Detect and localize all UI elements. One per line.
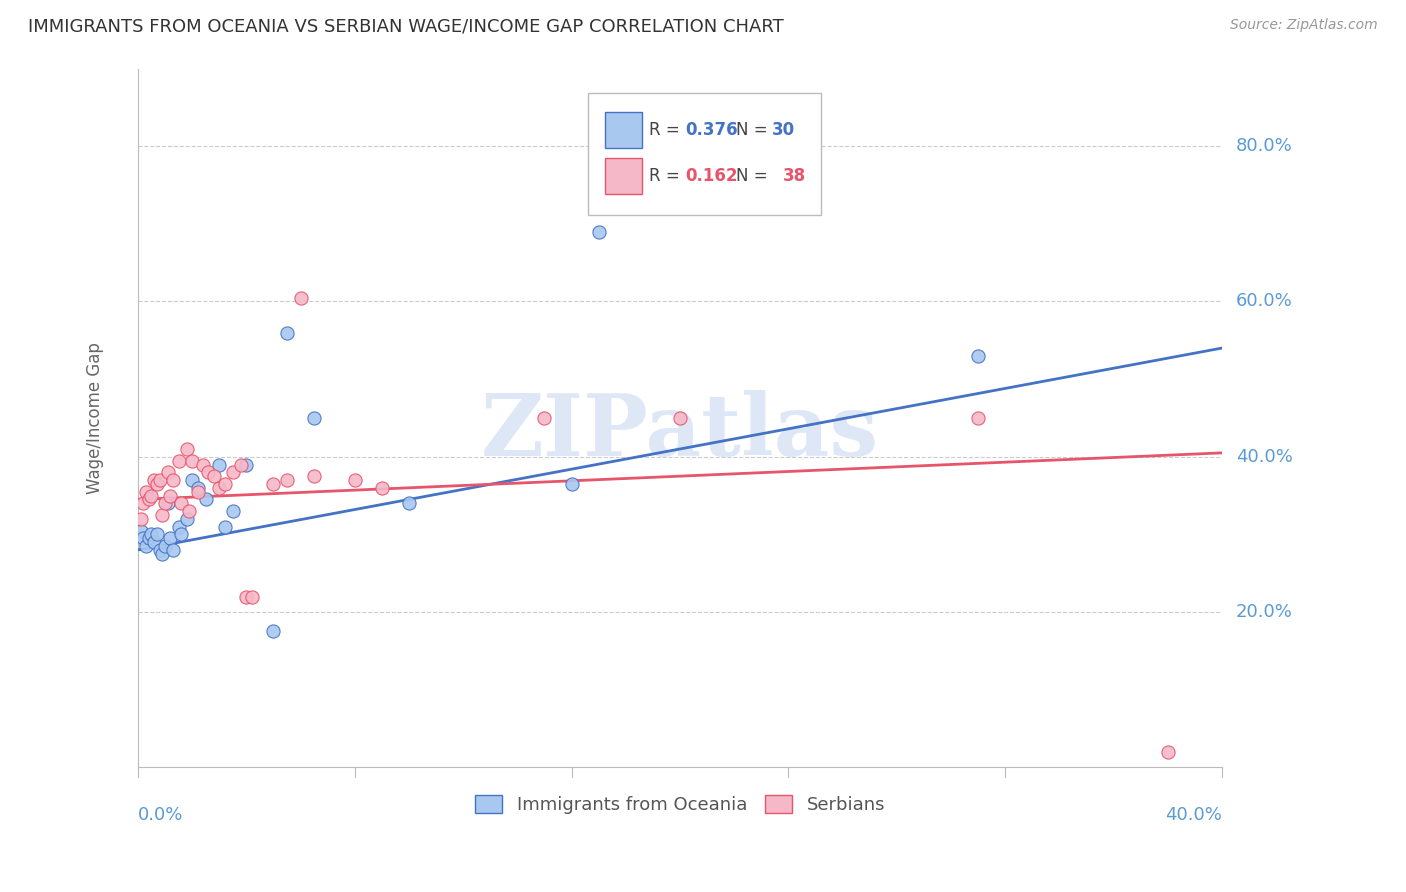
Point [235, 458, 257, 472]
Text: 38: 38 [783, 167, 806, 186]
Point [170, 527, 193, 541]
Point [302, 411, 325, 425]
Text: 60.0%: 60.0% [1236, 293, 1292, 310]
Point [967, 349, 990, 363]
Point [197, 465, 219, 479]
Point [194, 492, 217, 507]
Text: Source: ZipAtlas.com: Source: ZipAtlas.com [1230, 18, 1378, 32]
Point [129, 524, 152, 538]
Point [148, 473, 170, 487]
Point [135, 484, 157, 499]
Point [176, 512, 198, 526]
Point [135, 539, 157, 553]
Point [343, 473, 366, 487]
Point [167, 453, 190, 467]
Point [156, 496, 179, 510]
Point [222, 504, 245, 518]
Text: N =: N = [737, 121, 773, 139]
Point [159, 531, 181, 545]
Point [148, 542, 170, 557]
Point [588, 225, 610, 239]
Text: 20.0%: 20.0% [1236, 603, 1292, 621]
Point [153, 496, 176, 510]
Point [150, 508, 173, 522]
Point [371, 481, 394, 495]
Point [181, 473, 204, 487]
Text: 40.0%: 40.0% [1166, 806, 1222, 824]
Point [202, 469, 225, 483]
Text: 0.0%: 0.0% [138, 806, 183, 824]
Text: 0.162: 0.162 [685, 167, 738, 186]
Point [669, 411, 692, 425]
Point [214, 477, 236, 491]
FancyBboxPatch shape [605, 112, 643, 148]
Point [208, 481, 231, 495]
Text: 80.0%: 80.0% [1236, 137, 1292, 155]
Point [132, 531, 155, 545]
Point [186, 484, 208, 499]
Point [159, 489, 181, 503]
Text: R =: R = [648, 167, 685, 186]
FancyBboxPatch shape [588, 93, 821, 215]
Point [276, 473, 298, 487]
Point [561, 477, 583, 491]
Text: ZIPatlas: ZIPatlas [481, 390, 879, 474]
Point [262, 477, 284, 491]
Point [146, 477, 169, 491]
Point [162, 473, 184, 487]
Point [162, 542, 184, 557]
Point [143, 535, 166, 549]
Point [156, 465, 179, 479]
FancyBboxPatch shape [605, 158, 643, 194]
Point [179, 504, 201, 518]
Point [262, 624, 284, 639]
Point [208, 458, 231, 472]
Point [143, 473, 166, 487]
Point [138, 531, 160, 545]
Point [214, 519, 236, 533]
Point [191, 458, 214, 472]
Point [290, 291, 312, 305]
Point [181, 453, 204, 467]
Point [153, 539, 176, 553]
Text: IMMIGRANTS FROM OCEANIA VS SERBIAN WAGE/INCOME GAP CORRELATION CHART: IMMIGRANTS FROM OCEANIA VS SERBIAN WAGE/… [28, 18, 785, 36]
Point [235, 590, 257, 604]
Point [967, 411, 990, 425]
Point [170, 496, 193, 510]
Text: N =: N = [737, 167, 773, 186]
Point [138, 492, 160, 507]
Point [398, 496, 420, 510]
Point [146, 527, 169, 541]
Point [533, 411, 555, 425]
Point [129, 512, 152, 526]
Point [167, 519, 190, 533]
Point [132, 496, 155, 510]
Text: 40.0%: 40.0% [1236, 448, 1292, 466]
Legend: Immigrants from Oceania, Serbians: Immigrants from Oceania, Serbians [468, 788, 893, 822]
Point [276, 326, 298, 340]
Point [141, 489, 163, 503]
Point [150, 547, 173, 561]
Point [302, 469, 325, 483]
Point [229, 458, 252, 472]
Point [141, 527, 163, 541]
Point [222, 465, 245, 479]
Point [176, 442, 198, 456]
Text: R =: R = [648, 121, 685, 139]
Text: Wage/Income Gap: Wage/Income Gap [86, 342, 104, 494]
Text: 0.376: 0.376 [685, 121, 738, 139]
Text: 30: 30 [772, 121, 796, 139]
Point [186, 481, 208, 495]
Point [1157, 745, 1180, 759]
Point [240, 590, 263, 604]
